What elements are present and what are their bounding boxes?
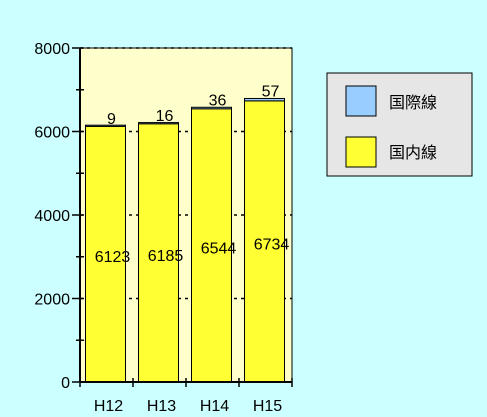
value-labels: 6123 9 6185 16 6544 36 6734 57 [95,83,290,266]
data-label-international: 16 [156,108,174,125]
y-tick-label: 2000 [34,292,70,309]
legend-label-international: 国際線 [389,94,437,112]
data-label-international: 9 [107,111,116,128]
x-tick-label: H15 [253,398,282,415]
x-tick-label: H14 [200,398,229,415]
data-label-domestic: 6544 [201,240,237,257]
bar-international [191,106,232,110]
legend: 国際線 国内線 [326,72,473,177]
y-tick-label: 8000 [34,41,70,58]
legend-swatch-domestic [345,136,377,168]
legend-label-domestic: 国内線 [389,144,437,162]
data-label-international: 36 [209,92,227,109]
y-tick-label: 4000 [34,208,70,225]
y-axis: 0 2000 4000 6000 8000 [34,41,84,392]
legend-swatch-international [345,85,377,117]
bar-international [85,124,126,127]
x-tick-label: H13 [147,398,176,415]
y-tick-label: 6000 [34,125,70,142]
data-label-domestic: 6123 [95,249,131,266]
y-tick-label: 0 [61,375,70,392]
bar-international [138,122,179,125]
x-tick-label: H12 [94,398,123,415]
data-label-domestic: 6185 [148,248,184,265]
x-axis: H12 H13 H14 H15 [79,378,293,415]
bar-international [244,97,285,102]
data-label-international: 57 [262,83,280,100]
bar-domestic [138,123,179,383]
data-label-domestic: 6734 [254,236,290,253]
